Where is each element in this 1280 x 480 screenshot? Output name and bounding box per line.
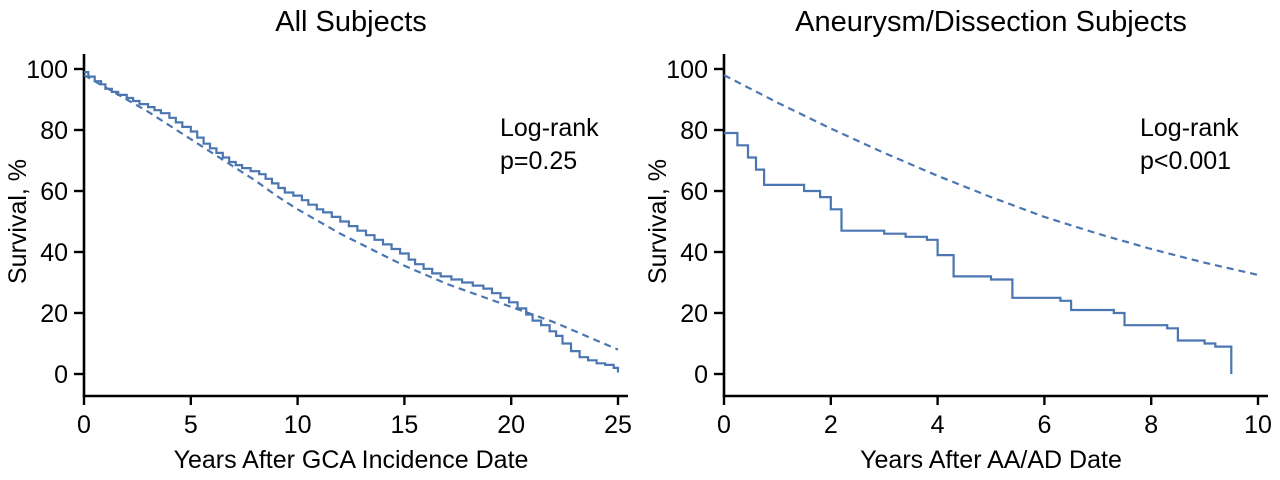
x-tick-label: 8 [1144,411,1158,439]
log-rank-annotation: Log-rank p=0.25 [500,114,599,175]
y-tick-label: 0 [54,361,68,389]
annotation-line: Log-rank [1140,114,1239,142]
x-axis-label: Years After AA/AD Date [860,446,1122,474]
chart-title-all-subjects: All Subjects [275,6,427,38]
y-tick-label: 60 [680,178,708,206]
x-tick-label: 10 [1244,411,1272,439]
x-tick-label: 6 [1037,411,1051,439]
x-tick-label: 10 [284,411,312,439]
y-tick-label: 20 [680,300,708,328]
y-tick-label: 100 [26,56,68,84]
series-expected-line [83,74,619,351]
x-tick-label: 25 [604,411,632,439]
panel-aneurysm-dissection: Aneurysm/Dissection Subjects 0 2 4 6 8 10 0 20 4… [640,0,1280,480]
y-axis-label: Survival, % [644,159,672,284]
annotation-line: Log-rank [500,114,599,142]
y-tick-label: 0 [694,361,708,389]
y-axis-label: Survival, % [4,159,32,284]
x-tick-label: 0 [77,411,91,439]
series-observed-line [724,131,1233,374]
x-tick-label: 15 [390,411,418,439]
x-tick-label: 2 [824,411,838,439]
axes: 0 5 10 15 20 25 0 20 40 60 80 100 [26,54,632,439]
log-rank-annotation: Log-rank p<0.001 [1140,114,1239,175]
y-tick-label: 40 [40,239,68,267]
series-expected-line [723,74,1259,276]
y-tick-label: 80 [680,117,708,145]
x-axis-label: Years After GCA Incidence Date [174,446,529,474]
x-tick-label: 20 [497,411,525,439]
x-tick-label: 0 [717,411,731,439]
x-tick-label: 5 [184,411,198,439]
chart-title-aneurysm-dissection: Aneurysm/Dissection Subjects [795,6,1187,38]
survival-chart-all-subjects: 0 5 10 15 20 25 0 20 40 60 80 100 Years After GCA In… [4,54,632,474]
y-tick-label: 20 [40,300,68,328]
annotation-line: p=0.25 [500,147,577,175]
y-tick-label: 60 [40,178,68,206]
y-tick-label: 80 [40,117,68,145]
panel-all-subjects: All Subjects 0 5 10 15 20 25 0 20 40 60 80 100 Years… [4,6,632,474]
x-tick-label: 4 [931,411,945,439]
annotation-line: p<0.001 [1140,147,1231,175]
y-tick-label: 100 [666,56,708,84]
y-tick-label: 40 [680,239,708,267]
